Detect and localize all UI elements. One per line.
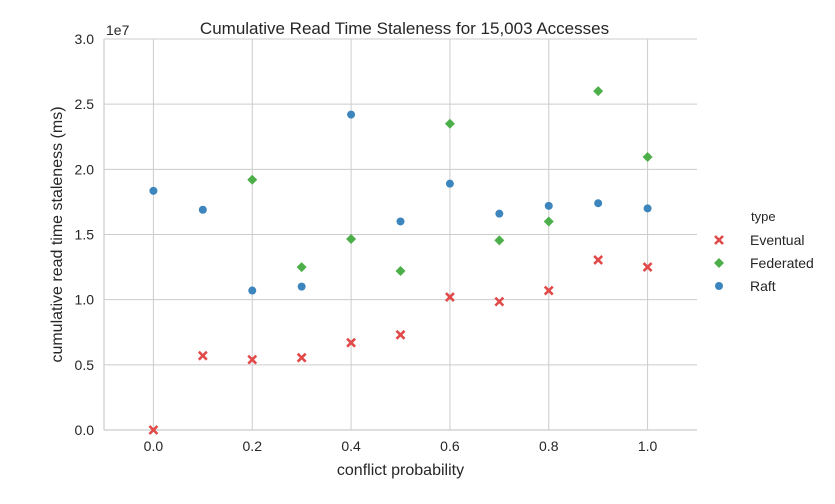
x-tick-label: 0.4 (341, 438, 361, 454)
series-raft (149, 110, 652, 295)
y-tick-label: 0.0 (75, 422, 95, 438)
legend-marker-eventual (714, 235, 724, 245)
point-federated (395, 265, 406, 276)
point-eventual (395, 329, 406, 340)
legend-marker-federated (714, 258, 724, 268)
y-tick-label: 1.5 (75, 227, 95, 243)
point-raft (347, 110, 356, 119)
data-points (148, 86, 653, 435)
point-federated (444, 118, 455, 129)
point-eventual (543, 285, 554, 296)
point-federated (494, 235, 505, 246)
legend-marker-raft (715, 282, 723, 290)
point-raft (297, 282, 306, 291)
y-tick-label: 1.0 (75, 292, 95, 308)
point-eventual (247, 354, 258, 365)
point-federated (346, 234, 357, 245)
x-axis-label: conflict probability (337, 462, 464, 479)
legend-title: type (751, 209, 776, 224)
legend-item-eventual: Eventual (714, 232, 804, 248)
x-tick-label: 0.2 (243, 438, 263, 454)
point-eventual (642, 262, 653, 273)
legend-label-raft: Raft (750, 278, 776, 294)
series-federated (247, 86, 653, 276)
point-federated (247, 174, 258, 185)
point-eventual (148, 425, 159, 435)
legend-item-raft: Raft (715, 278, 776, 294)
point-raft (643, 204, 652, 213)
point-federated (593, 86, 604, 97)
point-federated (543, 216, 554, 227)
x-tick-label: 0.6 (440, 438, 460, 454)
point-raft (198, 205, 207, 214)
point-raft (149, 186, 158, 195)
axes: 0.0 0.2 0.4 0.6 0.8 1.0 0.0 0.5 1.0 1.5 2.0 2.5 3.0 (75, 31, 697, 454)
point-eventual (197, 350, 208, 361)
legend-label-federated: Federated (750, 255, 814, 271)
point-raft (445, 179, 454, 188)
point-federated (296, 262, 307, 273)
point-raft (248, 286, 257, 295)
y-multiplier-label: 1e7 (106, 22, 130, 38)
y-tick-label: 0.5 (75, 357, 95, 373)
point-federated (642, 151, 653, 162)
y-tick-label: 2.0 (75, 161, 95, 177)
series-eventual (148, 254, 653, 435)
point-eventual (296, 352, 307, 363)
point-eventual (593, 254, 604, 265)
point-raft (594, 199, 603, 208)
point-eventual (494, 296, 505, 307)
legend-item-federated: Federated (714, 255, 814, 271)
point-raft (396, 217, 405, 226)
legend: type Eventual Federated Raft (714, 209, 814, 294)
grid-lines (104, 38, 697, 431)
x-tick-label: 1.0 (638, 438, 658, 454)
x-tick-label: 0.8 (539, 438, 559, 454)
point-eventual (346, 337, 357, 348)
y-tick-label: 2.5 (75, 96, 95, 112)
y-axis-label: cumulative read time staleness (ms) (49, 106, 66, 362)
chart-title: Cumulative Read Time Staleness for 15,00… (200, 19, 609, 38)
point-raft (544, 201, 553, 210)
point-raft (495, 209, 504, 218)
legend-label-eventual: Eventual (750, 232, 804, 248)
y-tick-label: 3.0 (75, 31, 95, 47)
point-eventual (444, 292, 455, 302)
x-tick-label: 0.0 (144, 438, 164, 454)
